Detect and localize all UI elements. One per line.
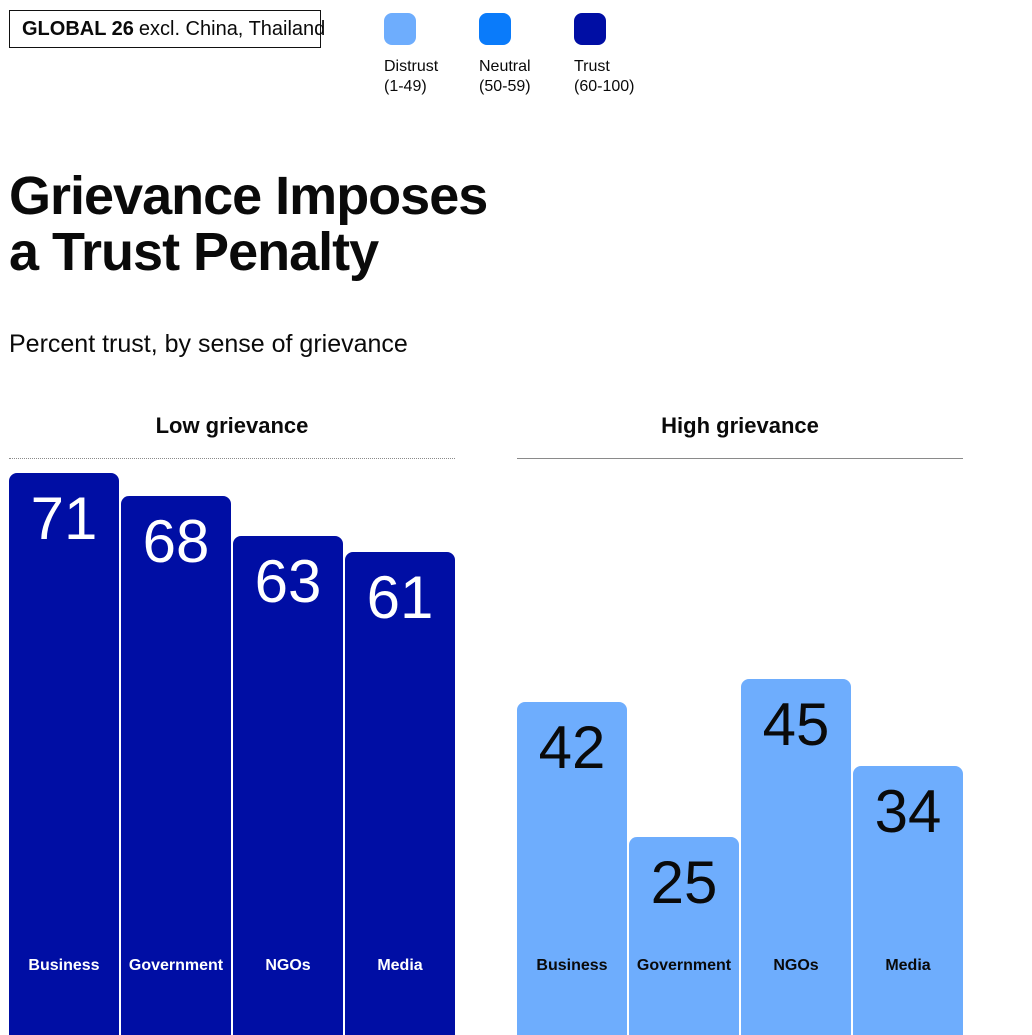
bar-group-high-grievance: 42 Business 25 Government 45 NGOs 34 Media: [517, 405, 963, 1035]
bar-value-label: 45: [762, 690, 830, 758]
bar-value-label: 71: [30, 484, 98, 552]
bar-media: 61 Media: [345, 551, 455, 1035]
bar-business: 71 Business: [9, 472, 119, 1035]
panel-high-grievance: High grievance 42 Business 25 Government 45 N…: [517, 405, 963, 1035]
bar-value-label: 61: [366, 563, 434, 631]
bar-category-label: Government: [636, 957, 732, 974]
bar-category-label: NGOs: [773, 956, 819, 974]
bar-category-label: Media: [377, 956, 423, 974]
bar-category-label: Business: [536, 956, 608, 974]
bar-business: 42 Business: [517, 702, 627, 1035]
legend-swatch-distrust: [384, 13, 416, 45]
legend-item-distrust: Distrust (1-49): [384, 13, 474, 97]
region-badge: GLOBAL 26 excl. China, Thailand: [9, 10, 325, 48]
region-badge-bold: GLOBAL 26: [22, 17, 134, 40]
legend-swatch-neutral: [479, 13, 511, 45]
bar-category-label: Business: [28, 956, 100, 974]
panel-title-low-grievance: Low grievance: [155, 413, 309, 438]
bar-ngos: 45 NGOs: [741, 678, 851, 1035]
panel-divider: [517, 458, 963, 459]
chart-subtitle: Percent trust, by sense of grievance: [9, 330, 408, 358]
legend-label-neutral: Neutral (50-59): [479, 58, 531, 95]
bar-value-label: 25: [650, 849, 718, 916]
bar-media: 34 Media: [853, 765, 963, 1035]
bar-value-label: 42: [538, 714, 606, 782]
bar-ngos: 63 NGOs: [233, 536, 343, 1035]
legend-item-neutral: Neutral (50-59): [479, 13, 569, 97]
legend-item-trust: Trust (60-100): [574, 13, 664, 97]
bar-category-label: Government: [128, 956, 224, 974]
bar-value-label: 63: [254, 548, 322, 616]
bar-government: 25 Government: [629, 837, 739, 1035]
legend-label-distrust: Distrust (1-49): [384, 58, 439, 95]
chart-title: Grievance Imposes a Trust Penalty: [9, 166, 488, 282]
legend-label-trust: Trust (60-100): [574, 58, 635, 95]
panel-divider: [9, 458, 455, 459]
panel-low-grievance: Low grievance 71 Business 68 Government 63 NG…: [9, 405, 455, 1035]
panel-title-high-grievance: High grievance: [661, 413, 819, 438]
legend-swatch-trust: [574, 13, 606, 45]
bar-category-label: Media: [885, 956, 931, 974]
bar-value-label: 34: [874, 777, 942, 845]
bar-government: 68 Government: [121, 496, 231, 1035]
bar-value-label: 68: [142, 508, 210, 576]
region-badge-rest: excl. China, Thailand: [138, 17, 326, 40]
bar-group-low-grievance: 71 Business 68 Government 63 NGOs 61 Media: [9, 405, 455, 1035]
bar-category-label: NGOs: [265, 956, 311, 974]
